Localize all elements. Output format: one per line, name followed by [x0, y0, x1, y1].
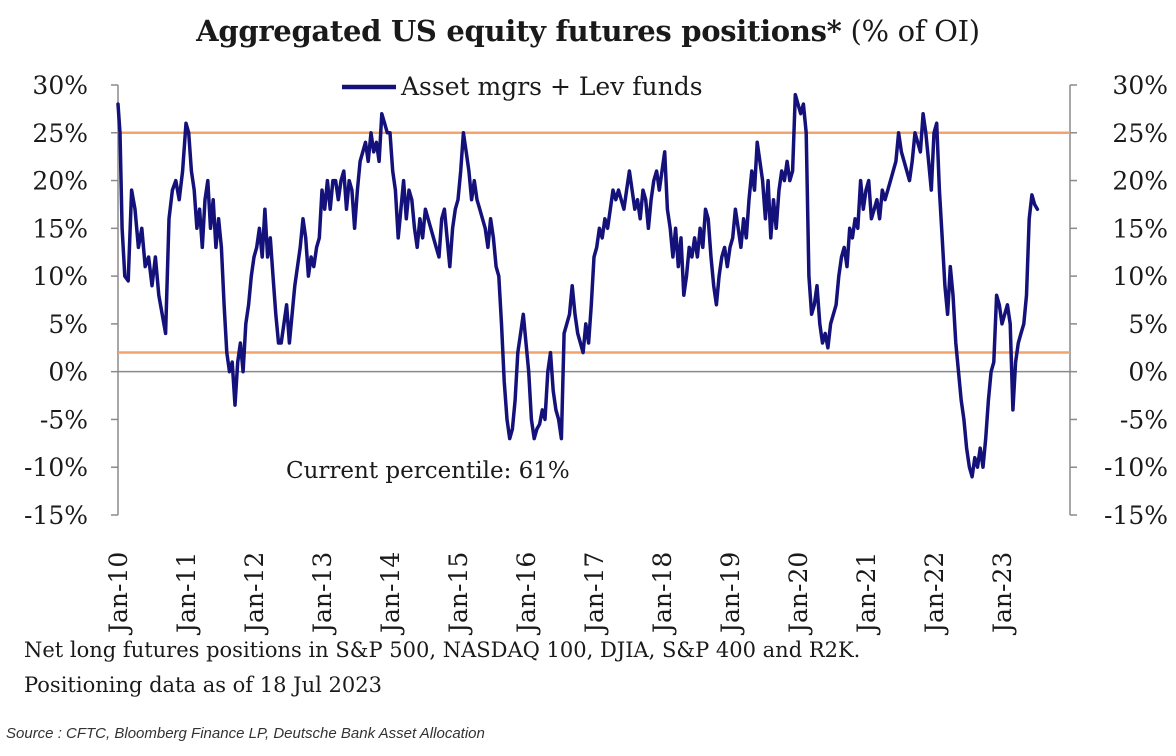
- y-tick-label-right: -10%: [1104, 453, 1168, 482]
- x-tick-label: Jan-19: [716, 552, 745, 636]
- x-tick-label: Jan-17: [580, 552, 609, 636]
- x-tick-label: Jan-10: [104, 552, 133, 636]
- x-tick-label: Jan-21: [852, 552, 881, 636]
- x-tick-label: Jan-15: [444, 552, 473, 636]
- chart-title: Aggregated US equity futures positions* …: [0, 14, 1176, 48]
- y-tick-label-right: -15%: [1104, 501, 1168, 530]
- x-tick-label: Jan-11: [172, 552, 201, 636]
- y-tick-label-left: 10%: [32, 262, 88, 291]
- x-tick-label: Jan-13: [308, 552, 337, 636]
- y-tick-label-left: -5%: [40, 405, 88, 434]
- y-tick-label-left: 30%: [32, 71, 88, 100]
- chart-title-main: Aggregated US equity futures positions*: [196, 14, 842, 48]
- x-tick-label: Jan-18: [648, 552, 677, 636]
- percentile-annotation: Current percentile: 61%: [286, 458, 570, 484]
- y-tick-label-left: -15%: [24, 501, 88, 530]
- y-tick-label-left: 20%: [32, 167, 88, 196]
- y-tick-label-right: 20%: [1112, 167, 1168, 196]
- x-tick-label: Jan-20: [784, 552, 813, 636]
- y-tick-label-left: -10%: [24, 453, 88, 482]
- source-note: Source : CFTC, Bloomberg Finance LP, Deu…: [6, 725, 485, 742]
- y-tick-label-right: 30%: [1112, 71, 1168, 100]
- y-tick-label-right: 5%: [1128, 310, 1168, 339]
- y-tick-label-right: -5%: [1120, 405, 1168, 434]
- y-tick-label-left: 0%: [48, 358, 88, 387]
- x-tick-label: Jan-14: [376, 552, 405, 636]
- y-tick-label-right: 0%: [1128, 358, 1168, 387]
- y-tick-label-left: 25%: [32, 119, 88, 148]
- x-tick-label: Jan-16: [512, 552, 541, 636]
- series-line-asset-mgrs-lev-funds: [116, 92, 1040, 479]
- y-tick-label-left: 5%: [48, 310, 88, 339]
- legend-label: Asset mgrs + Lev funds: [400, 72, 703, 101]
- y-tick-label-right: 15%: [1112, 214, 1168, 243]
- footnote-line-1: Net long futures positions in S&P 500, N…: [24, 638, 861, 662]
- y-tick-label-right: 10%: [1112, 262, 1168, 291]
- x-tick-label: Jan-12: [240, 552, 269, 636]
- x-tick-label: Jan-22: [920, 552, 949, 636]
- y-tick-label-left: 15%: [32, 214, 88, 243]
- chart-title-suffix: (% of OI): [850, 14, 980, 48]
- footnote-line-2: Positioning data as of 18 Jul 2023: [24, 673, 382, 697]
- y-tick-label-right: 25%: [1112, 119, 1168, 148]
- x-tick-label: Jan-23: [988, 552, 1017, 636]
